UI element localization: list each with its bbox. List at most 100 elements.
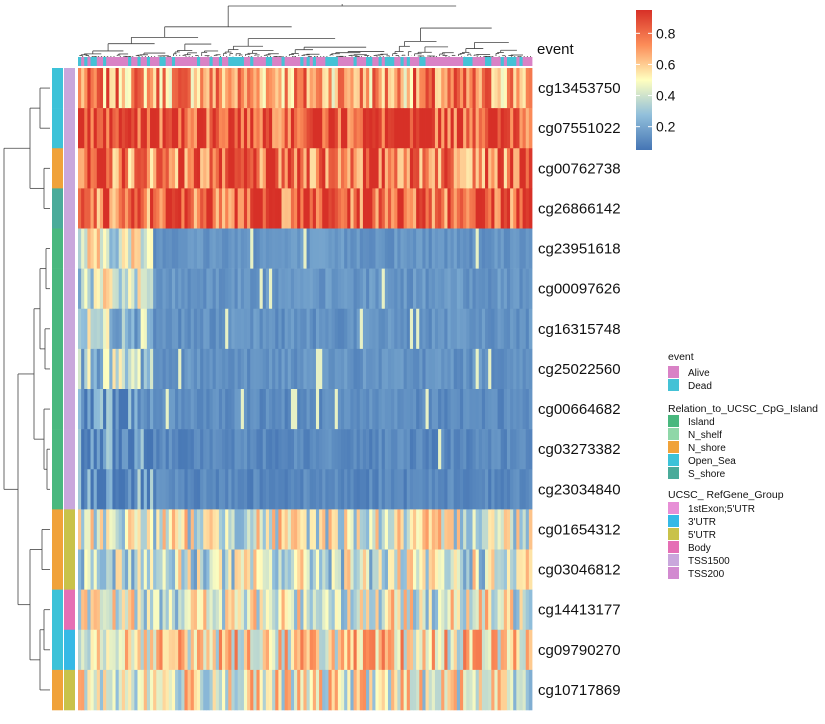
relation-annotation-cell xyxy=(52,509,63,550)
event-annotation-cell xyxy=(359,57,364,66)
event-annotation-label: event xyxy=(537,41,575,58)
heatmap-cell xyxy=(306,108,311,149)
heatmap-cell xyxy=(438,228,442,269)
heatmap-cell xyxy=(168,669,173,711)
heatmap-cell xyxy=(156,629,160,671)
heatmap-cell xyxy=(121,589,126,631)
heatmap-cell xyxy=(444,629,448,671)
heatmap-cell xyxy=(178,429,182,470)
heatmap-cell xyxy=(297,108,301,149)
heatmap-cell xyxy=(215,228,220,269)
legend-item-label: TSS200 xyxy=(688,569,725,580)
heatmap-cell xyxy=(153,268,157,310)
heatmap-cell xyxy=(475,68,480,109)
heatmap-cell xyxy=(312,308,317,350)
heatmap-cell xyxy=(137,68,142,109)
event-annotation-cell xyxy=(112,57,116,66)
heatmap-cell xyxy=(353,308,358,350)
heatmap-cell xyxy=(171,108,176,149)
heatmap-cell xyxy=(297,669,301,711)
event-annotation-cell xyxy=(193,57,198,66)
heatmap-cell xyxy=(331,148,336,189)
refgene-annotation-cell xyxy=(64,68,75,109)
heatmap-cell xyxy=(362,389,367,430)
heatmap-cell xyxy=(243,68,248,109)
heatmap-cell xyxy=(309,108,314,149)
heatmap-cell xyxy=(294,308,298,350)
heatmap-cell xyxy=(150,389,154,430)
event-annotation-cell xyxy=(387,57,392,66)
heatmap-cell xyxy=(90,268,95,310)
heatmap-cell xyxy=(488,549,492,590)
heatmap-cell xyxy=(391,429,395,470)
heatmap-cell xyxy=(438,469,442,510)
heatmap-cell xyxy=(200,308,204,350)
heatmap-cell xyxy=(403,188,408,229)
heatmap-cell xyxy=(106,669,110,711)
heatmap-cell xyxy=(275,589,279,631)
heatmap-cell xyxy=(469,389,473,430)
heatmap-cell xyxy=(206,469,210,510)
event-annotation-cell xyxy=(322,57,326,66)
heatmap-cell xyxy=(212,669,217,711)
heatmap-cell xyxy=(438,509,442,550)
heatmap-cell xyxy=(106,348,110,390)
heatmap-cell xyxy=(215,669,220,711)
heatmap-cell xyxy=(115,669,120,711)
heatmap-cell xyxy=(256,348,260,390)
heatmap-cell xyxy=(510,669,514,711)
heatmap-cell xyxy=(99,669,104,711)
heatmap-cell xyxy=(406,348,411,390)
heatmap-cell xyxy=(243,268,248,310)
heatmap-cell xyxy=(516,108,520,149)
heatmap-cell xyxy=(206,669,210,711)
heatmap-cell xyxy=(212,629,217,671)
heatmap-cell xyxy=(124,108,129,149)
heatmap-cell xyxy=(178,348,182,390)
heatmap-cell xyxy=(403,148,408,189)
heatmap-cell xyxy=(265,148,270,189)
heatmap-cell xyxy=(134,148,138,189)
heatmap-cell xyxy=(99,348,104,390)
heatmap-cell xyxy=(218,429,223,470)
heatmap-cell xyxy=(193,509,198,550)
heatmap-cell xyxy=(525,509,530,550)
heatmap-cell xyxy=(400,389,405,430)
heatmap-cell xyxy=(334,348,339,390)
heatmap-cell xyxy=(397,629,401,671)
heatmap-cell xyxy=(503,308,508,350)
heatmap-cell xyxy=(143,108,148,149)
heatmap-cell xyxy=(290,228,295,269)
heatmap-cell xyxy=(337,108,342,149)
heatmap-cell xyxy=(250,308,254,350)
heatmap-cell xyxy=(438,308,442,350)
heatmap-cell xyxy=(491,268,495,310)
heatmap-cell xyxy=(103,429,107,470)
heatmap-cell xyxy=(256,228,260,269)
heatmap-cell xyxy=(513,589,517,631)
heatmap-cell xyxy=(96,188,101,229)
heatmap-cell xyxy=(353,549,358,590)
heatmap-cell xyxy=(156,589,160,631)
heatmap-cell xyxy=(510,549,514,590)
heatmap-cell xyxy=(378,629,383,671)
heatmap-cell xyxy=(78,469,82,510)
refgene-annotation-cell xyxy=(64,389,75,430)
heatmap-cell xyxy=(441,469,445,510)
heatmap-cell xyxy=(337,469,342,510)
heatmap-cell xyxy=(391,188,395,229)
heatmap-cell xyxy=(341,669,345,711)
heatmap-cell xyxy=(240,469,245,510)
heatmap-cell xyxy=(337,669,342,711)
heatmap-cell xyxy=(450,228,455,269)
row-label: cg23034840 xyxy=(538,481,621,498)
heatmap-cell xyxy=(103,389,107,430)
heatmap-cell xyxy=(190,589,195,631)
heatmap-cell xyxy=(250,469,254,510)
heatmap-cell xyxy=(463,469,467,510)
heatmap-cell xyxy=(384,228,389,269)
heatmap-cell xyxy=(334,549,339,590)
heatmap-cell xyxy=(319,68,323,109)
heatmap-cell xyxy=(513,549,517,590)
heatmap-cell xyxy=(272,228,276,269)
